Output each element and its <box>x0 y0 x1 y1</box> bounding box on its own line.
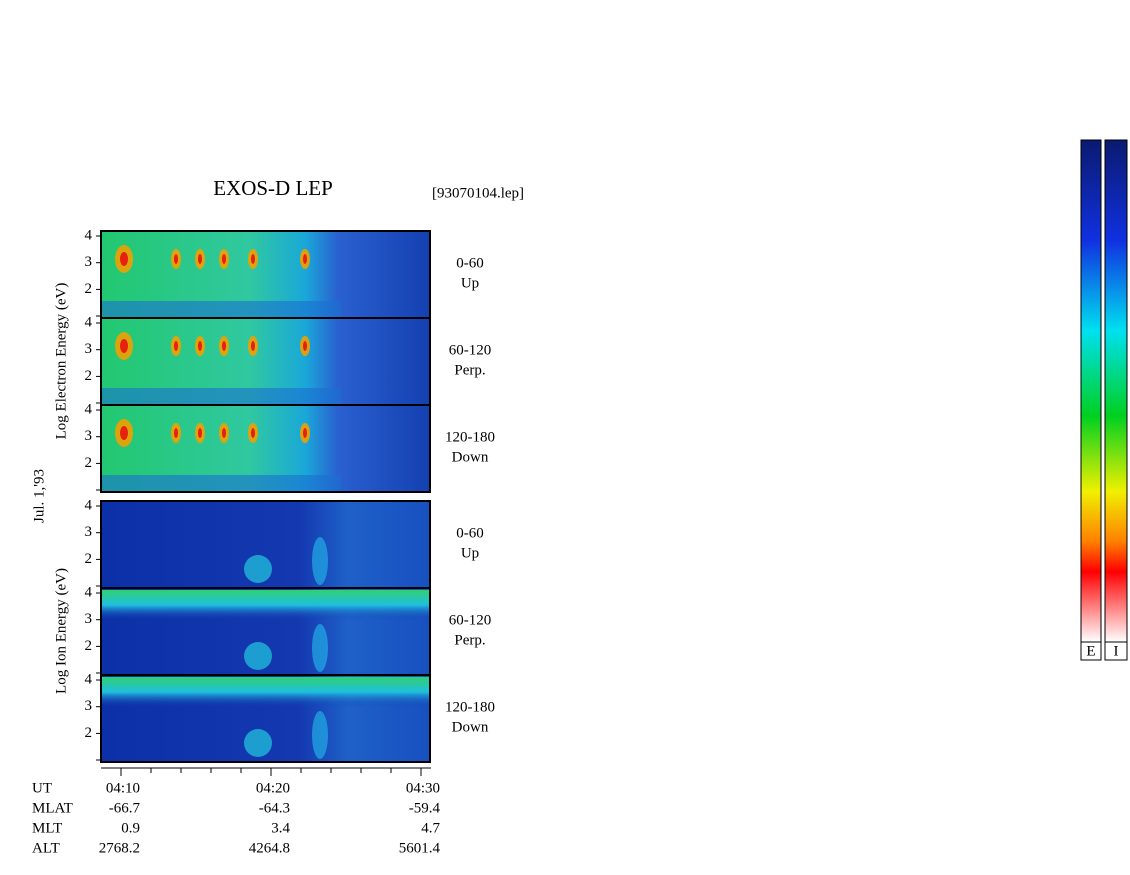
row-value: -64.3 <box>259 800 290 816</box>
y-tick-label: 4 <box>85 401 93 417</box>
spectrogram-feature <box>303 428 307 438</box>
spectrogram-feature <box>312 537 328 585</box>
panel-frame <box>100 674 431 763</box>
y-tick-label: 4 <box>85 314 93 330</box>
spectrogram-feature <box>222 428 226 438</box>
angle-label: 120-180 <box>445 699 495 715</box>
spectrogram-feature <box>251 254 255 264</box>
y-tick-label: 4 <box>85 497 93 513</box>
spectrogram-feature <box>174 341 178 351</box>
spectrogram-feature <box>312 711 328 759</box>
y-tick-label: 2 <box>85 725 93 741</box>
y-tick-label: 2 <box>85 551 93 567</box>
title: EXOS-D LEP <box>213 176 333 200</box>
angle-label: 0-60 <box>456 255 484 271</box>
spectrogram-feature <box>120 339 128 353</box>
spectrogram-panel: 4 3 2 0-60 Up <box>85 497 484 589</box>
panel-frame <box>100 404 431 493</box>
file-name: [93070104.lep] <box>432 185 524 201</box>
y-tick-label: 4 <box>85 671 93 687</box>
y-tick-label: 4 <box>85 227 93 243</box>
colorbar-label-box <box>1080 641 1102 661</box>
electron-axis-label: Log Electron Energy (eV) <box>53 283 69 440</box>
row-value: 04:20 <box>256 780 290 796</box>
y-tick-label: 3 <box>85 254 93 270</box>
y-tick-label: 4 <box>85 584 93 600</box>
spectrogram-panel: 4 3 2 60-120 Perp. <box>85 584 492 676</box>
row-label: UT <box>32 780 52 796</box>
y-tick-label: 2 <box>85 455 93 471</box>
colorbar-label-box <box>1104 641 1128 661</box>
spectrogram-panel: 4 3 2 0-60 Up <box>85 227 484 319</box>
spectrogram-feature <box>244 642 272 670</box>
row-value: 0.9 <box>121 820 140 836</box>
direction-label: Perp. <box>454 632 485 648</box>
spectrogram-panel: 4 3 2 120-180 Down <box>85 671 495 763</box>
y-tick-label: 2 <box>85 638 93 654</box>
colorbar-label: I <box>1114 643 1119 659</box>
spectrogram-panel: 4 3 2 120-180 Down <box>85 401 495 493</box>
spectrogram-feature <box>174 428 178 438</box>
spectrogram-feature <box>198 254 202 264</box>
y-tick-label: 3 <box>85 524 93 540</box>
spectrogram-feature <box>244 555 272 583</box>
spectrogram-feature <box>251 341 255 351</box>
spectrogram-feature <box>312 624 328 672</box>
spectrogram-feature <box>198 428 202 438</box>
row-value: 2768.2 <box>99 840 140 856</box>
row-value: 3.4 <box>271 820 290 836</box>
spectrogram-band <box>101 677 430 707</box>
ion-axis-label: Log Ion Energy (eV) <box>53 568 69 694</box>
angle-label: 0-60 <box>456 525 484 541</box>
spectrogram-feature <box>198 341 202 351</box>
row-value: -66.7 <box>109 800 141 816</box>
colorbar-label: E <box>1086 643 1095 659</box>
spectrogram-band <box>101 388 341 405</box>
y-tick-label: 3 <box>85 611 93 627</box>
spectrogram-band <box>101 301 341 318</box>
spectrogram-feature <box>244 729 272 757</box>
y-tick-label: 2 <box>85 368 93 384</box>
row-label: ALT <box>32 840 60 856</box>
spectrogram-feature <box>120 252 128 266</box>
direction-label: Up <box>461 275 479 291</box>
y-tick-label: 3 <box>85 428 93 444</box>
row-value: 5601.4 <box>399 840 441 856</box>
spectrogram-feature <box>174 254 178 264</box>
spectrogram-feature <box>303 341 307 351</box>
row-value: 4.7 <box>421 820 440 836</box>
row-value: 04:30 <box>406 780 440 796</box>
row-value: 04:10 <box>106 780 140 796</box>
colorbar <box>1080 139 1102 643</box>
spectrogram-feature <box>303 254 307 264</box>
y-tick-label: 2 <box>85 281 93 297</box>
colorbar <box>1104 139 1128 643</box>
spectrogram-panel: 4 3 2 60-120 Perp. <box>85 314 492 406</box>
y-tick-label: 3 <box>85 698 93 714</box>
spectrogram-feature <box>251 428 255 438</box>
spectrogram-feature <box>222 254 226 264</box>
angle-label: 120-180 <box>445 429 495 445</box>
direction-label: Perp. <box>454 362 485 378</box>
row-label: MLAT <box>32 800 73 816</box>
direction-label: Up <box>461 545 479 561</box>
spectrogram-band <box>101 590 430 620</box>
spectrogram-feature <box>120 426 128 440</box>
y-tick-label: 3 <box>85 341 93 357</box>
row-label: MLT <box>32 820 62 836</box>
row-value: -59.4 <box>409 800 441 816</box>
date: Jul. 1,'93 <box>31 469 47 523</box>
spectrogram-feature <box>222 341 226 351</box>
colorbars: E I <box>1080 139 1128 661</box>
direction-label: Down <box>452 719 489 735</box>
direction-label: Down <box>452 449 489 465</box>
row-value: 4264.8 <box>249 840 290 856</box>
spectrogram-band <box>101 475 341 492</box>
angle-label: 60-120 <box>449 342 492 358</box>
angle-label: 60-120 <box>449 612 492 628</box>
